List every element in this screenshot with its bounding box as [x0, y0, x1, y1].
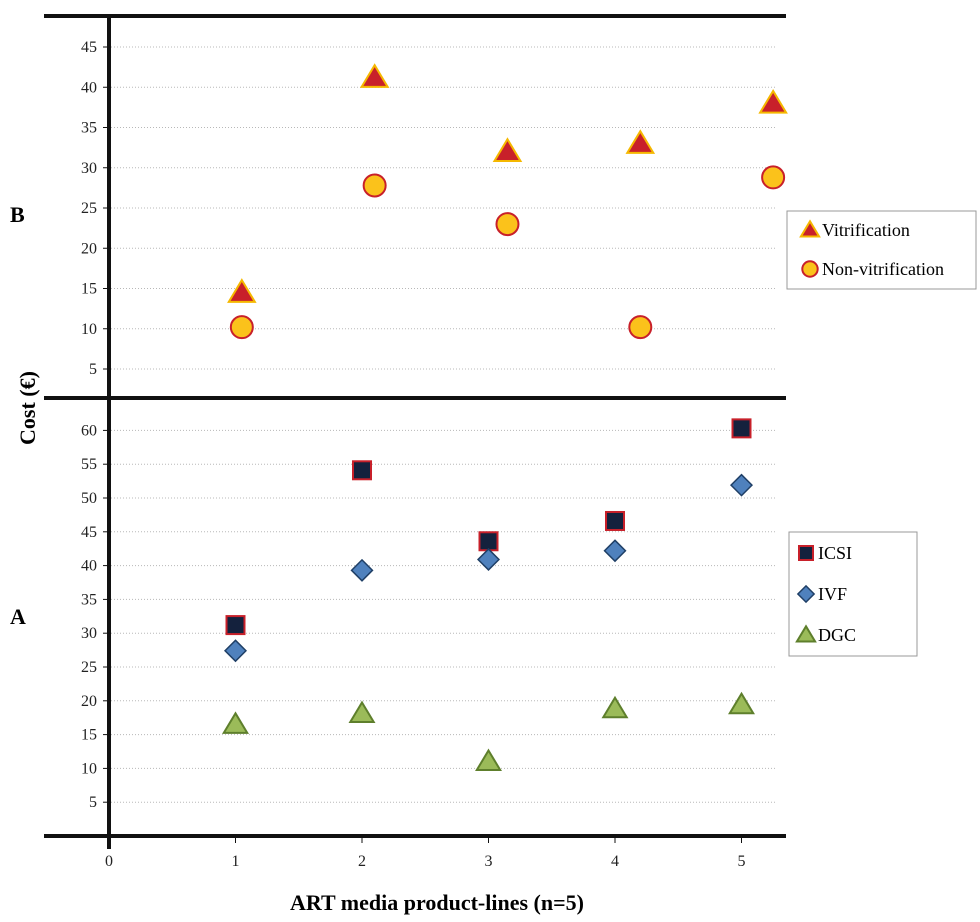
point-non-vitrification-4	[628, 315, 653, 340]
ytick-label-a-30: 30	[81, 625, 97, 642]
tick-layer: 5101520253035404551015202530354045505560…	[81, 39, 746, 870]
point-dgc-3	[475, 748, 502, 772]
ytick-label-a-20: 20	[81, 693, 97, 710]
point-icsi-3	[478, 531, 499, 552]
legend-marker-vitrification	[799, 219, 821, 238]
grid-layer	[111, 46, 776, 803]
legend-b-box	[786, 210, 977, 290]
legend-marker-ivf	[796, 584, 816, 604]
ytick-label-a-10: 10	[81, 760, 97, 777]
xtick-label-5: 5	[738, 853, 746, 870]
point-dgc-2	[348, 700, 376, 724]
point-ivf-2	[350, 558, 374, 582]
point-icsi-5	[731, 418, 752, 439]
xtick-label-1: 1	[232, 853, 240, 870]
legend-marker-non-vitrification	[801, 260, 819, 278]
panel-label-a: A	[10, 604, 26, 629]
ytick-label-b-30: 30	[81, 160, 97, 177]
legend-label-icsi: ICSI	[818, 543, 852, 563]
ytick-label-b-5: 5	[89, 361, 97, 378]
point-vitrification-3	[492, 137, 523, 162]
point-vitrification-2	[359, 63, 390, 88]
legend-label-non-vitrification: Non-vitrification	[822, 259, 944, 279]
point-vitrification-1	[227, 278, 257, 303]
point-ivf-1	[223, 639, 248, 663]
legend-label-vitrification: Vitrification	[822, 220, 910, 240]
ytick-label-b-35: 35	[81, 120, 97, 137]
ytick-label-a-35: 35	[81, 591, 97, 608]
point-icsi-2	[352, 460, 372, 481]
point-non-vitrification-1	[229, 315, 254, 340]
ytick-label-b-25: 25	[81, 200, 97, 217]
legend-label-dgc: DGC	[818, 625, 856, 645]
panel-label-b: B	[10, 202, 25, 227]
ytick-label-a-45: 45	[81, 524, 97, 541]
point-vitrification-5	[758, 89, 788, 114]
y-axis-title: Cost (€)	[15, 371, 40, 445]
legend-b: Vitrification Non-vitrification	[799, 219, 944, 279]
ytick-label-a-55: 55	[81, 456, 97, 473]
xtick-label-3: 3	[485, 853, 493, 870]
ytick-label-a-60: 60	[81, 422, 97, 439]
xtick-label-0: 0	[105, 853, 113, 870]
point-non-vitrification-2	[362, 173, 387, 198]
xtick-label-4: 4	[611, 853, 619, 870]
ytick-label-b-15: 15	[81, 281, 97, 298]
x-axis-title: ART media product-lines (n=5)	[290, 890, 584, 915]
point-dgc-1	[222, 711, 249, 734]
legend-marker-icsi	[798, 545, 814, 561]
ytick-label-b-10: 10	[81, 321, 97, 338]
point-non-vitrification-3	[495, 212, 520, 237]
point-vitrification-4	[625, 129, 656, 154]
point-ivf-4	[603, 539, 627, 563]
legend-a: ICSI IVF DGC	[795, 543, 856, 645]
legend-label-ivf: IVF	[818, 584, 847, 604]
mark-layer	[222, 63, 788, 772]
point-ivf-5	[729, 473, 754, 497]
point-ivf-3	[476, 548, 501, 572]
point-dgc-5	[728, 691, 755, 715]
ytick-label-b-45: 45	[81, 39, 97, 56]
ytick-label-a-25: 25	[81, 659, 97, 676]
ytick-label-a-40: 40	[81, 558, 97, 575]
point-icsi-4	[605, 510, 625, 531]
point-icsi-1	[225, 615, 246, 636]
point-non-vitrification-5	[761, 165, 786, 190]
ytick-label-b-40: 40	[81, 79, 97, 96]
ytick-label-b-20: 20	[81, 240, 97, 257]
ytick-label-a-5: 5	[89, 794, 97, 811]
ytick-label-a-15: 15	[81, 727, 97, 744]
point-dgc-4	[601, 695, 629, 719]
legend-marker-dgc	[795, 624, 817, 643]
xtick-label-2: 2	[358, 853, 366, 870]
ytick-label-a-50: 50	[81, 490, 97, 507]
